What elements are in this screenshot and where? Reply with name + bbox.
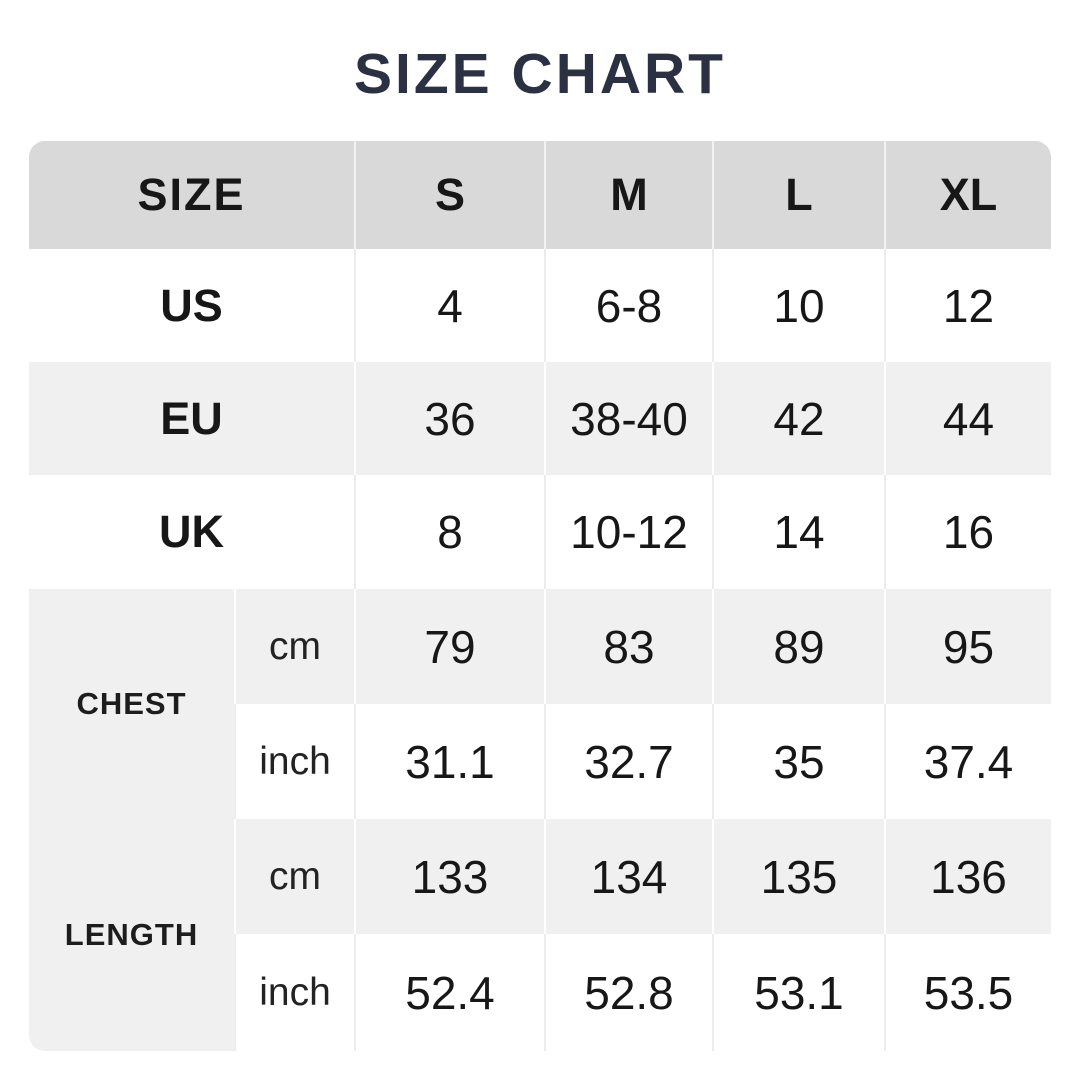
cell-uk-s: 8 bbox=[354, 475, 544, 589]
cell-chest-inch-xl: 37.4 bbox=[884, 704, 1051, 819]
cell-chest-cm-m: 83 bbox=[544, 589, 712, 704]
unit-length-cm: cm bbox=[234, 819, 354, 934]
row-label-length: LENGTH bbox=[29, 819, 234, 1051]
cell-length-inch-l: 53.1 bbox=[712, 934, 884, 1051]
cell-eu-xl: 44 bbox=[884, 362, 1051, 475]
size-chart-table: SIZE S M L XL US 4 6-8 10 12 EU 36 38-40… bbox=[29, 141, 1051, 1051]
cell-uk-m: 10-12 bbox=[544, 475, 712, 589]
cell-eu-m: 38-40 bbox=[544, 362, 712, 475]
cell-length-cm-s: 133 bbox=[354, 819, 544, 934]
row-label-eu: EU bbox=[29, 362, 354, 475]
header-col-xl: XL bbox=[884, 141, 1051, 249]
page-title: SIZE CHART bbox=[354, 42, 726, 106]
cell-us-xl: 12 bbox=[884, 249, 1051, 362]
unit-chest-cm: cm bbox=[234, 589, 354, 704]
cell-uk-xl: 16 bbox=[884, 475, 1051, 589]
header-col-s: S bbox=[354, 141, 544, 249]
cell-length-cm-m: 134 bbox=[544, 819, 712, 934]
cell-chest-cm-s: 79 bbox=[354, 589, 544, 704]
header-col-m: M bbox=[544, 141, 712, 249]
cell-chest-inch-l: 35 bbox=[712, 704, 884, 819]
row-label-us: US bbox=[29, 249, 354, 362]
cell-chest-inch-s: 31.1 bbox=[354, 704, 544, 819]
cell-length-inch-xl: 53.5 bbox=[884, 934, 1051, 1051]
cell-us-m: 6-8 bbox=[544, 249, 712, 362]
cell-length-inch-s: 52.4 bbox=[354, 934, 544, 1051]
unit-length-inch: inch bbox=[234, 934, 354, 1051]
row-label-chest: CHEST bbox=[29, 589, 234, 819]
cell-length-inch-m: 52.8 bbox=[544, 934, 712, 1051]
cell-us-s: 4 bbox=[354, 249, 544, 362]
header-col-l: L bbox=[712, 141, 884, 249]
cell-chest-cm-xl: 95 bbox=[884, 589, 1051, 704]
cell-length-cm-xl: 136 bbox=[884, 819, 1051, 934]
row-label-uk: UK bbox=[29, 475, 354, 589]
cell-chest-inch-m: 32.7 bbox=[544, 704, 712, 819]
cell-uk-l: 14 bbox=[712, 475, 884, 589]
cell-chest-cm-l: 89 bbox=[712, 589, 884, 704]
header-size-label: SIZE bbox=[29, 141, 354, 249]
unit-chest-inch: inch bbox=[234, 704, 354, 819]
cell-length-cm-l: 135 bbox=[712, 819, 884, 934]
cell-us-l: 10 bbox=[712, 249, 884, 362]
cell-eu-l: 42 bbox=[712, 362, 884, 475]
cell-eu-s: 36 bbox=[354, 362, 544, 475]
